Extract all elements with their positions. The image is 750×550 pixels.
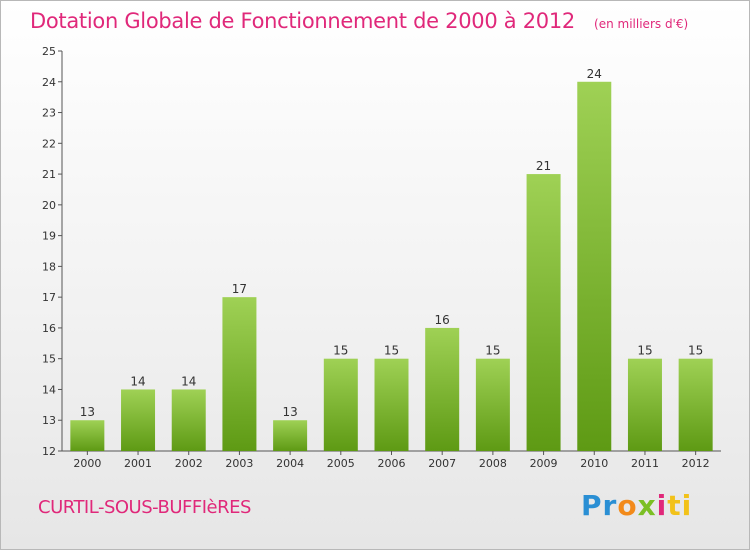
x-tick-label: 2000: [73, 457, 101, 470]
data-label: 15: [688, 344, 703, 358]
bar: [627, 358, 662, 451]
y-tick-label: 13: [42, 414, 56, 427]
bar: [425, 327, 460, 451]
data-label: 15: [333, 344, 348, 358]
y-tick-label: 16: [42, 322, 56, 335]
x-tick-label: 2012: [682, 457, 710, 470]
chart-title: Dotation Globale de Fonctionnement de 20…: [30, 9, 575, 33]
commune-name: CURTIL-SOUS-BUFFIèRES: [38, 497, 251, 518]
x-tick-label: 2005: [327, 457, 355, 470]
bars: [70, 81, 713, 452]
logo-part: o: [617, 489, 638, 522]
logo-part: i: [656, 489, 668, 522]
y-tick-label: 17: [42, 291, 56, 304]
bar: [222, 297, 257, 451]
y-tick-label: 21: [42, 168, 56, 181]
y-tick-label: 23: [42, 107, 56, 120]
bar: [526, 174, 561, 452]
bar: [374, 358, 409, 451]
data-label: 13: [80, 405, 95, 419]
data-label: 14: [181, 374, 196, 388]
x-tick-label: 2006: [378, 457, 406, 470]
labels: 12 13 14 15 16 17 18 19 20 21 22 23 24 25 2000 13 2001 14…: [42, 45, 710, 470]
x-tick-label: 2007: [428, 457, 456, 470]
bar: [475, 358, 510, 451]
logo-part: Pr: [581, 489, 618, 522]
proxiti-logo: Proxiti: [581, 489, 692, 522]
x-tick-label: 2004: [276, 457, 304, 470]
data-label: 13: [282, 405, 297, 419]
logo-part: x: [637, 489, 657, 522]
data-label: 15: [637, 344, 652, 358]
y-tick-label: 20: [42, 199, 56, 212]
x-tick-label: 2011: [631, 457, 659, 470]
data-label: 21: [536, 159, 551, 173]
bar: [70, 420, 105, 451]
data-label: 15: [384, 344, 399, 358]
data-label: 14: [130, 374, 145, 388]
bar: [273, 420, 308, 451]
bar: [121, 389, 156, 451]
y-tick-label: 25: [42, 45, 56, 58]
x-tick-label: 2008: [479, 457, 507, 470]
bar: [171, 389, 206, 451]
x-tick-label: 2010: [580, 457, 608, 470]
chart-subtitle: (en milliers d'€): [594, 17, 689, 31]
x-tick-label: 2009: [530, 457, 558, 470]
bar: [577, 81, 612, 452]
bar: [678, 358, 713, 451]
y-tick-label: 12: [42, 445, 56, 458]
data-label: 17: [232, 282, 247, 296]
y-tick-label: 14: [42, 383, 56, 396]
y-tick-label: 24: [42, 76, 56, 89]
y-tick-label: 19: [42, 230, 56, 243]
y-tick-label: 15: [42, 353, 56, 366]
bar: [323, 358, 358, 451]
logo-part: ti: [667, 489, 693, 522]
x-tick-label: 2003: [225, 457, 253, 470]
data-label: 24: [587, 67, 602, 81]
title-row: Dotation Globale de Fonctionnement de 20…: [30, 9, 688, 33]
x-tick-label: 2001: [124, 457, 152, 470]
data-label: 16: [435, 313, 450, 327]
y-tick-label: 22: [42, 137, 56, 150]
data-label: 15: [485, 344, 500, 358]
y-tick-label: 18: [42, 260, 56, 273]
x-tick-label: 2002: [175, 457, 203, 470]
